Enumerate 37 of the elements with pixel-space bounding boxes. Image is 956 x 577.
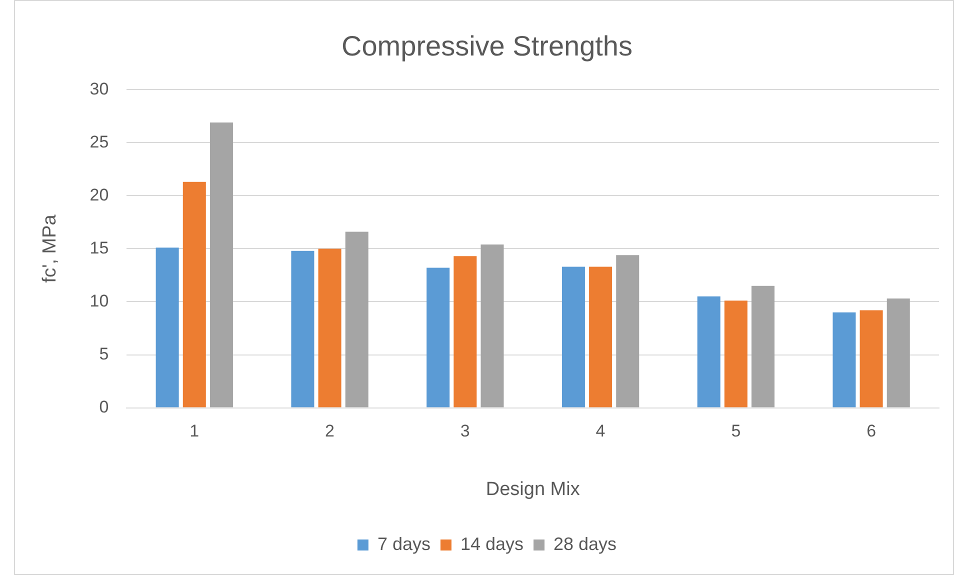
bar: [562, 266, 585, 408]
bar: [426, 268, 450, 408]
x-tick-label: 2: [325, 422, 335, 441]
legend-label: 14 days: [460, 534, 524, 554]
bar: [480, 244, 504, 408]
x-tick-label: 3: [460, 422, 470, 441]
legend-label: 28 days: [554, 534, 617, 554]
x-tick-label: 5: [731, 422, 741, 441]
bar: [291, 250, 314, 408]
bar: [345, 232, 368, 408]
bar: [454, 256, 477, 408]
y-tick-label: 15: [90, 238, 109, 258]
y-tick-label: 5: [99, 344, 109, 364]
bar: [318, 248, 342, 408]
chart-title: Compressive Strengths: [341, 30, 633, 62]
bar: [832, 312, 856, 408]
x-tick-label: 1: [190, 422, 200, 441]
y-tick-label: 20: [90, 185, 109, 204]
bar: [589, 266, 612, 408]
y-tick-label: 25: [90, 132, 109, 152]
bar: [210, 122, 233, 408]
bar: [182, 182, 206, 408]
y-tick-label: 10: [90, 291, 109, 310]
bar: [724, 300, 748, 408]
bar: [751, 286, 775, 408]
x-tick-label: 6: [866, 422, 876, 441]
x-axis-title: Design Mix: [486, 478, 580, 500]
legend-label: 7 days: [377, 534, 430, 554]
y-tick-label: 30: [90, 79, 109, 98]
bar: [156, 248, 179, 408]
bar: [697, 296, 720, 408]
x-tick-label: 4: [596, 422, 606, 441]
bar: [886, 298, 910, 408]
y-axis-title: fc', MPa: [40, 214, 61, 283]
y-tick-label: 0: [99, 397, 109, 416]
bar: [616, 255, 640, 408]
bar: [860, 310, 883, 408]
